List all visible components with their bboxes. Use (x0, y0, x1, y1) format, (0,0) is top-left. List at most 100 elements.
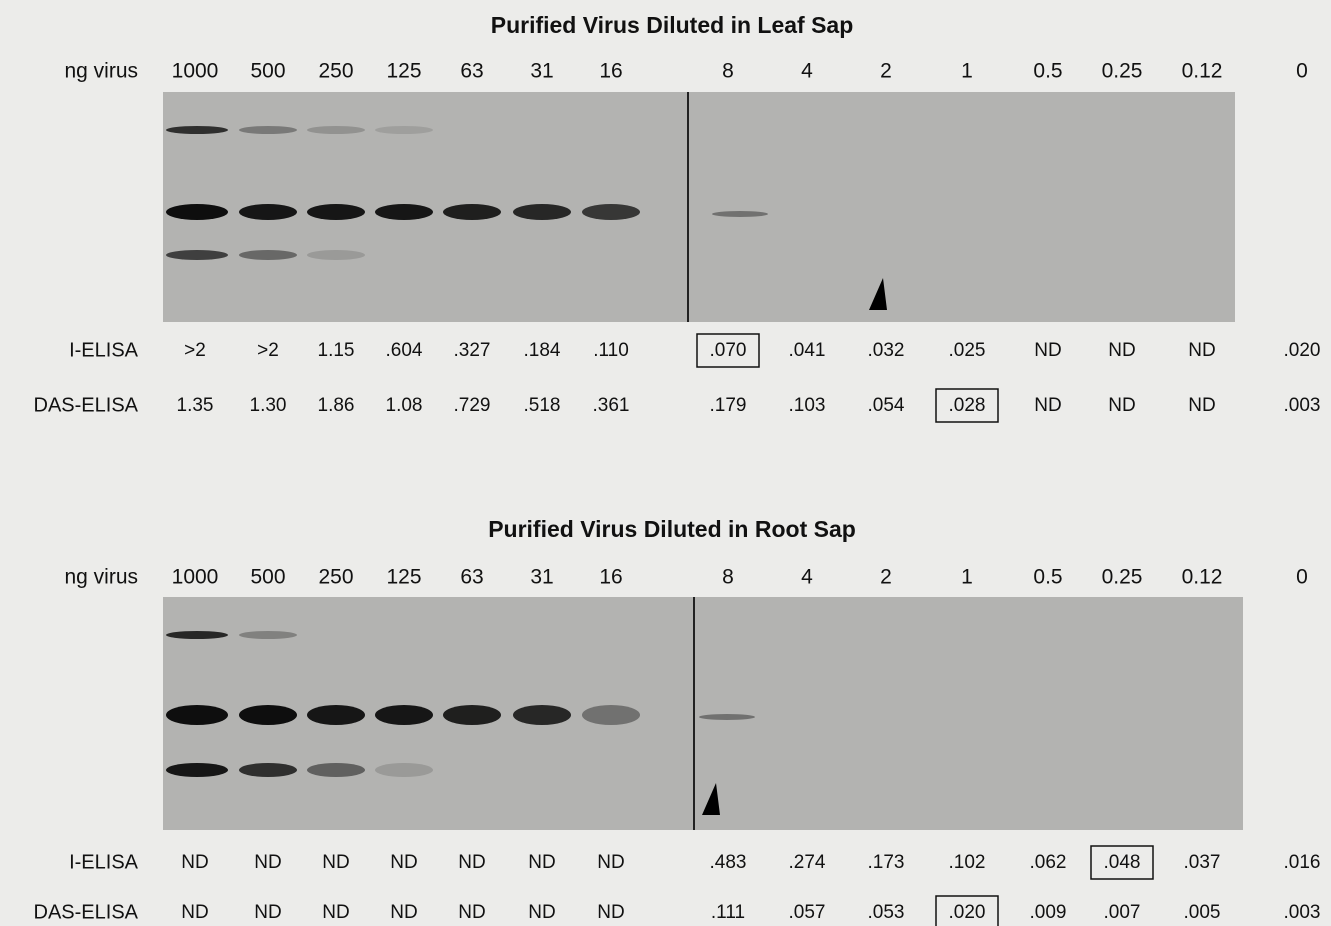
lane-amount: 4 (801, 60, 813, 83)
band (582, 204, 640, 220)
elisa-value: .054 (868, 395, 905, 416)
elisa-value: ND (597, 852, 624, 873)
lane-amount: 8 (722, 60, 734, 83)
elisa-value: ND (597, 902, 624, 923)
row-label: I-ELISA (69, 339, 139, 361)
elisa-value: .007 (1104, 902, 1141, 923)
elisa-value: 1.15 (318, 340, 355, 361)
elisa-value: .028 (949, 395, 986, 416)
elisa-value: ND (181, 902, 208, 923)
elisa-value: .110 (593, 340, 629, 361)
elisa-value: .729 (454, 395, 491, 416)
lane-amount: 250 (318, 566, 353, 589)
band (375, 204, 433, 220)
lane-amount: 1 (961, 60, 973, 83)
elisa-value: .037 (1184, 852, 1221, 873)
lane-amount: 63 (460, 60, 483, 83)
lane-label: ng virus (64, 60, 138, 83)
elisa-value: ND (1188, 395, 1215, 416)
lane-amount: 31 (530, 60, 553, 83)
row-label: DAS-ELISA (34, 394, 139, 416)
elisa-value: ND (254, 902, 281, 923)
elisa-value: ND (528, 852, 555, 873)
elisa-value: .103 (789, 395, 826, 416)
band (582, 705, 640, 725)
lane-amount: 1000 (172, 566, 219, 589)
elisa-value: .032 (868, 340, 905, 361)
elisa-value: .020 (949, 902, 986, 923)
band (443, 705, 501, 725)
lane-amount: 16 (599, 566, 622, 589)
band (513, 705, 571, 725)
elisa-value: ND (1188, 340, 1215, 361)
band (166, 631, 228, 639)
lane-label: ng virus (64, 566, 138, 589)
detection-limit-box (935, 895, 999, 926)
elisa-value: ND (390, 852, 417, 873)
lane-amount: 0.25 (1102, 566, 1143, 589)
detection-limit-box (935, 388, 999, 423)
blot (163, 92, 1235, 322)
lane-amount: 125 (386, 566, 421, 589)
band (239, 126, 297, 134)
band (443, 204, 501, 220)
elisa-value: .057 (789, 902, 826, 923)
elisa-value: .048 (1104, 852, 1141, 873)
elisa-value: ND (322, 852, 349, 873)
elisa-value: ND (528, 902, 555, 923)
lane-amount: 0.25 (1102, 60, 1143, 83)
elisa-value: ND (458, 902, 485, 923)
elisa-value: .062 (1030, 852, 1067, 873)
elisa-value: 1.30 (250, 395, 287, 416)
row-label: I-ELISA (69, 851, 139, 873)
detection-limit-box (696, 333, 760, 368)
elisa-value: .361 (593, 395, 630, 416)
lane-amount: 1 (961, 566, 973, 589)
band (239, 250, 297, 260)
elisa-value: ND (1034, 340, 1061, 361)
lane-amount: 0.12 (1182, 60, 1223, 83)
band (375, 763, 433, 777)
elisa-value: .327 (454, 340, 491, 361)
lane-amount: 0.12 (1182, 566, 1223, 589)
elisa-value: .179 (710, 395, 747, 416)
elisa-value: ND (1108, 340, 1135, 361)
band (166, 126, 228, 134)
elisa-value: .025 (949, 340, 986, 361)
lane-amount: 250 (318, 60, 353, 83)
elisa-value: .009 (1030, 902, 1067, 923)
lane-amount: 0.5 (1033, 566, 1062, 589)
band (166, 705, 228, 725)
elisa-value: .518 (524, 395, 561, 416)
elisa-value: >2 (184, 340, 206, 361)
elisa-value: .003 (1284, 902, 1321, 923)
elisa-value: .070 (710, 340, 747, 361)
lane-amount: 500 (250, 566, 285, 589)
lane-amount: 1000 (172, 60, 219, 83)
panel-title: Purified Virus Diluted in Root Sap (488, 516, 856, 542)
band (239, 631, 297, 639)
elisa-value: .020 (1284, 340, 1321, 361)
elisa-value: .604 (386, 340, 423, 361)
elisa-value: ND (458, 852, 485, 873)
band (166, 250, 228, 260)
elisa-value: .274 (789, 852, 826, 873)
band (307, 204, 365, 220)
band (307, 763, 365, 777)
elisa-value: ND (1108, 395, 1135, 416)
band (166, 204, 228, 220)
band (375, 126, 433, 134)
band (699, 714, 755, 720)
elisa-value: 1.35 (177, 395, 214, 416)
elisa-value: ND (1034, 395, 1061, 416)
lane-amount: 2 (880, 566, 892, 589)
band (239, 763, 297, 777)
arrowhead (702, 783, 720, 815)
band (307, 250, 365, 260)
band (513, 204, 571, 220)
lane-amount: 16 (599, 60, 622, 83)
arrowhead (869, 278, 887, 310)
lane-amount: 8 (722, 566, 734, 589)
band (307, 705, 365, 725)
elisa-value: .111 (711, 902, 745, 923)
